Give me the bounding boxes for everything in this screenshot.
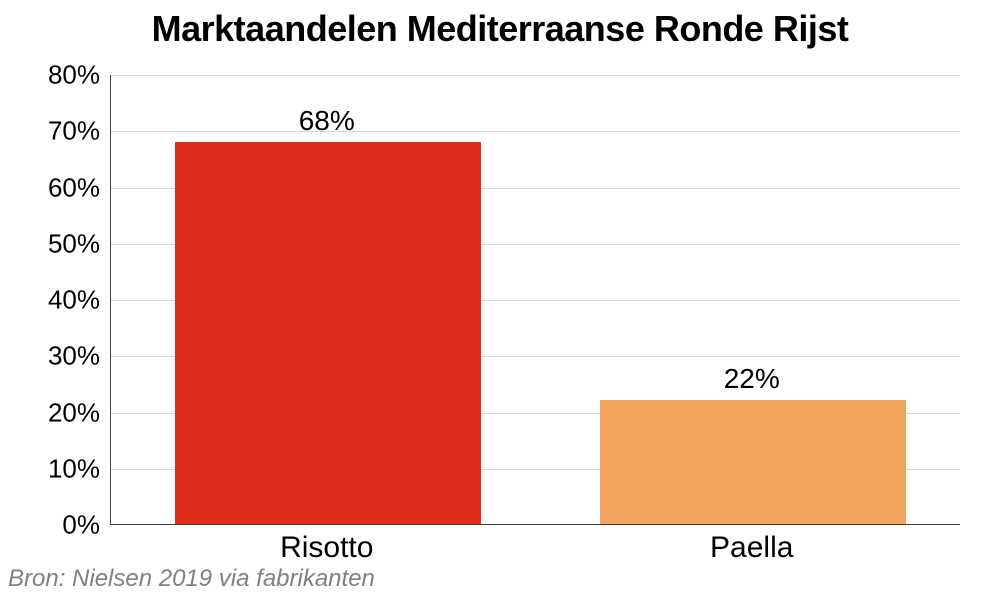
y-tick-label: 20% — [0, 397, 100, 428]
chart-container: Marktaandelen Mediterraanse Ronde Rijst … — [0, 0, 1000, 601]
y-tick-label: 30% — [0, 341, 100, 372]
bar — [175, 142, 481, 525]
bar-value-label: 68% — [299, 105, 355, 137]
y-tick-label: 60% — [0, 172, 100, 203]
y-tick-label: 70% — [0, 116, 100, 147]
chart-area — [0, 0, 1000, 601]
y-tick-label: 0% — [0, 510, 100, 541]
grid-line — [111, 75, 960, 76]
y-tick-label: 10% — [0, 453, 100, 484]
plot-region — [110, 75, 960, 525]
x-category-label: Paella — [710, 531, 793, 565]
y-tick-label: 80% — [0, 60, 100, 91]
y-tick-label: 40% — [0, 285, 100, 316]
y-tick-label: 50% — [0, 228, 100, 259]
grid-line — [111, 131, 960, 132]
bar-value-label: 22% — [724, 363, 780, 395]
source-caption: Bron: Nielsen 2019 via fabrikanten — [8, 565, 375, 593]
bar — [600, 400, 906, 524]
x-category-label: Risotto — [280, 531, 373, 565]
